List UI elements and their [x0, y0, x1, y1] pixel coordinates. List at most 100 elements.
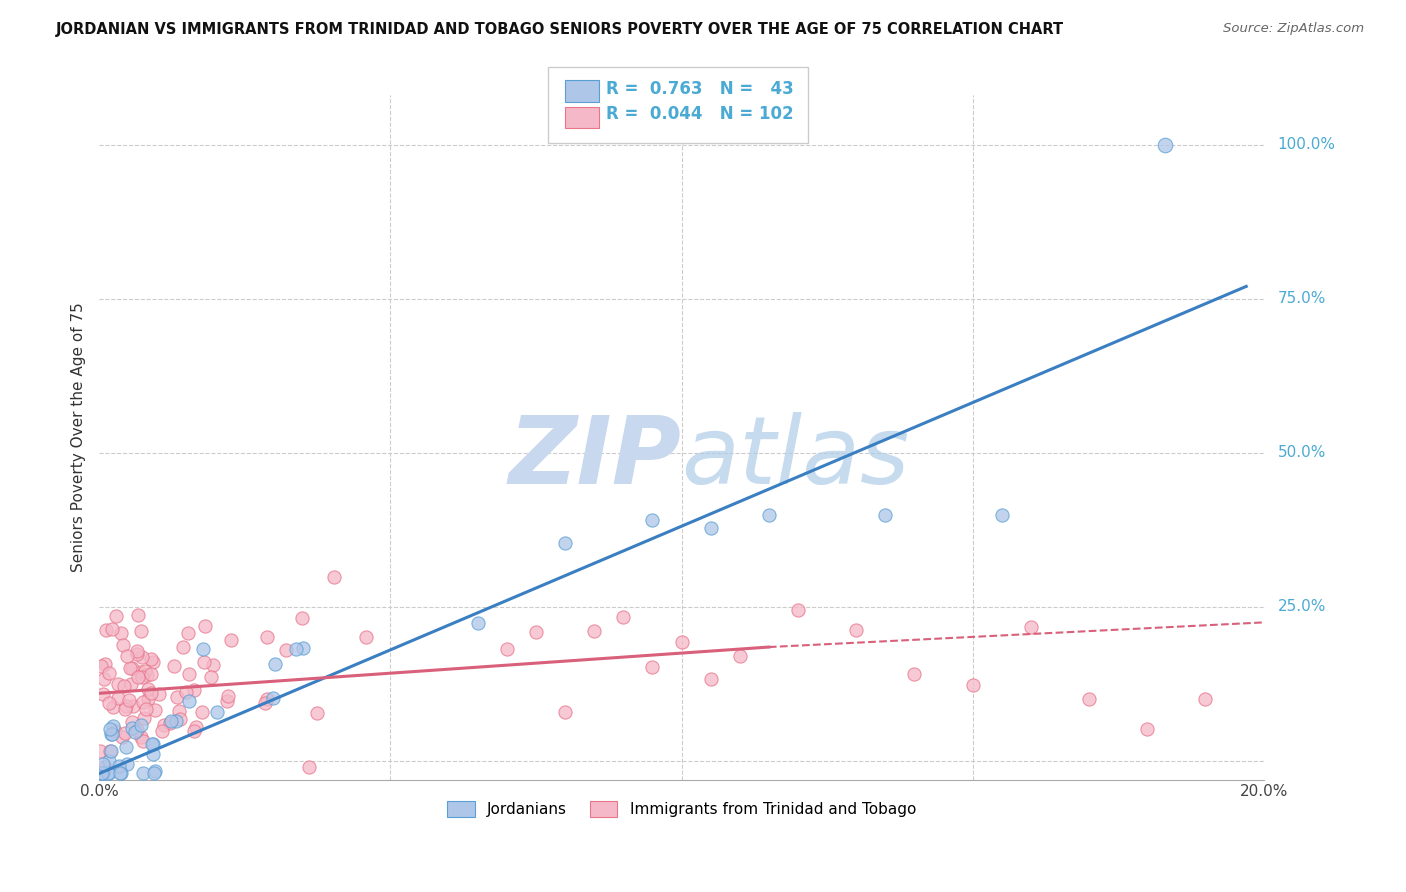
Jordanians	[91, 765, 114, 780]
Immigrants from Trinidad and Tobago	[93, 657, 115, 671]
Immigrants from Trinidad and Tobago	[105, 608, 128, 623]
Immigrants from Trinidad and Tobago	[114, 725, 136, 739]
Jordanians	[98, 723, 121, 737]
Immigrants from Trinidad and Tobago	[132, 695, 155, 709]
Immigrants from Trinidad and Tobago	[186, 720, 208, 734]
Jordanians	[467, 615, 489, 630]
Immigrants from Trinidad and Tobago	[217, 690, 239, 704]
Immigrants from Trinidad and Tobago	[98, 743, 121, 757]
Jordanians	[263, 657, 285, 671]
Immigrants from Trinidad and Tobago	[256, 691, 278, 706]
Jordanians	[115, 739, 138, 754]
Immigrants from Trinidad and Tobago	[128, 665, 150, 680]
Text: Source: ZipAtlas.com: Source: ZipAtlas.com	[1223, 22, 1364, 36]
Immigrants from Trinidad and Tobago	[167, 704, 190, 718]
Immigrants from Trinidad and Tobago	[200, 671, 222, 685]
Immigrants from Trinidad and Tobago	[122, 698, 145, 713]
Immigrants from Trinidad and Tobago	[94, 760, 117, 774]
Immigrants from Trinidad and Tobago	[1078, 692, 1101, 706]
Jordanians	[110, 766, 132, 780]
Immigrants from Trinidad and Tobago	[93, 673, 115, 687]
Immigrants from Trinidad and Tobago	[131, 650, 153, 665]
Immigrants from Trinidad and Tobago	[298, 760, 321, 774]
Jordanians	[124, 724, 146, 739]
Immigrants from Trinidad and Tobago	[177, 626, 200, 640]
Immigrants from Trinidad and Tobago	[134, 664, 156, 678]
Immigrants from Trinidad and Tobago	[89, 744, 111, 758]
Jordanians	[131, 717, 153, 731]
Jordanians	[142, 766, 165, 780]
Immigrants from Trinidad and Tobago	[131, 670, 153, 684]
Point	[1153, 137, 1175, 152]
Immigrants from Trinidad and Tobago	[96, 624, 118, 638]
Immigrants from Trinidad and Tobago	[253, 696, 276, 710]
Immigrants from Trinidad and Tobago	[583, 624, 606, 638]
Immigrants from Trinidad and Tobago	[671, 635, 693, 649]
Jordanians	[758, 508, 780, 522]
Immigrants from Trinidad and Tobago	[127, 670, 149, 684]
Immigrants from Trinidad and Tobago	[107, 677, 129, 691]
Jordanians	[98, 754, 121, 768]
Immigrants from Trinidad and Tobago	[150, 723, 173, 738]
Immigrants from Trinidad and Tobago	[524, 625, 547, 640]
Immigrants from Trinidad and Tobago	[305, 706, 328, 720]
Jordanians	[142, 737, 165, 751]
Immigrants from Trinidad and Tobago	[166, 690, 188, 704]
Immigrants from Trinidad and Tobago	[118, 661, 141, 675]
Immigrants from Trinidad and Tobago	[219, 632, 242, 647]
Immigrants from Trinidad and Tobago	[496, 641, 519, 656]
Immigrants from Trinidad and Tobago	[114, 698, 136, 713]
Immigrants from Trinidad and Tobago	[104, 724, 127, 739]
Immigrants from Trinidad and Tobago	[111, 730, 134, 744]
Immigrants from Trinidad and Tobago	[127, 607, 149, 622]
Immigrants from Trinidad and Tobago	[131, 730, 153, 744]
Immigrants from Trinidad and Tobago	[91, 687, 114, 701]
Jordanians	[165, 714, 187, 729]
Immigrants from Trinidad and Tobago	[125, 644, 148, 658]
Immigrants from Trinidad and Tobago	[114, 702, 136, 716]
Immigrants from Trinidad and Tobago	[136, 682, 159, 697]
Immigrants from Trinidad and Tobago	[101, 623, 124, 637]
Immigrants from Trinidad and Tobago	[112, 638, 135, 652]
Immigrants from Trinidad and Tobago	[98, 665, 121, 680]
Immigrants from Trinidad and Tobago	[110, 626, 132, 640]
Jordanians	[990, 508, 1012, 522]
Immigrants from Trinidad and Tobago	[141, 667, 163, 681]
Jordanians	[699, 521, 721, 535]
Jordanians	[193, 641, 215, 656]
Immigrants from Trinidad and Tobago	[90, 659, 112, 673]
Immigrants from Trinidad and Tobago	[121, 714, 143, 729]
Immigrants from Trinidad and Tobago	[903, 667, 925, 681]
Jordanians	[641, 512, 664, 526]
Text: 25.0%: 25.0%	[1278, 599, 1326, 615]
Jordanians	[141, 737, 163, 751]
Jordanians	[205, 705, 228, 719]
Jordanians	[142, 747, 165, 762]
Immigrants from Trinidad and Tobago	[291, 611, 314, 625]
Immigrants from Trinidad and Tobago	[139, 686, 162, 700]
Immigrants from Trinidad and Tobago	[118, 693, 141, 707]
Immigrants from Trinidad and Tobago	[787, 603, 810, 617]
Immigrants from Trinidad and Tobago	[1136, 723, 1159, 737]
Immigrants from Trinidad and Tobago	[193, 655, 215, 669]
Immigrants from Trinidad and Tobago	[183, 724, 205, 739]
Immigrants from Trinidad and Tobago	[256, 630, 278, 644]
Immigrants from Trinidad and Tobago	[202, 658, 225, 673]
Immigrants from Trinidad and Tobago	[845, 623, 868, 637]
Immigrants from Trinidad and Tobago	[142, 656, 165, 670]
Legend: Jordanians, Immigrants from Trinidad and Tobago: Jordanians, Immigrants from Trinidad and…	[441, 795, 922, 823]
Immigrants from Trinidad and Tobago	[728, 649, 751, 664]
Jordanians	[97, 766, 120, 780]
Jordanians	[554, 536, 576, 550]
Y-axis label: Seniors Poverty Over the Age of 75: Seniors Poverty Over the Age of 75	[72, 302, 86, 573]
Immigrants from Trinidad and Tobago	[163, 659, 186, 673]
Jordanians	[108, 766, 131, 780]
Immigrants from Trinidad and Tobago	[179, 667, 201, 681]
Immigrants from Trinidad and Tobago	[1194, 692, 1216, 706]
Immigrants from Trinidad and Tobago	[322, 570, 344, 584]
Immigrants from Trinidad and Tobago	[215, 694, 238, 708]
Immigrants from Trinidad and Tobago	[129, 624, 152, 638]
Text: ZIP: ZIP	[509, 412, 682, 504]
Text: R =  0.763   N =   43: R = 0.763 N = 43	[606, 80, 794, 98]
Immigrants from Trinidad and Tobago	[641, 660, 664, 674]
